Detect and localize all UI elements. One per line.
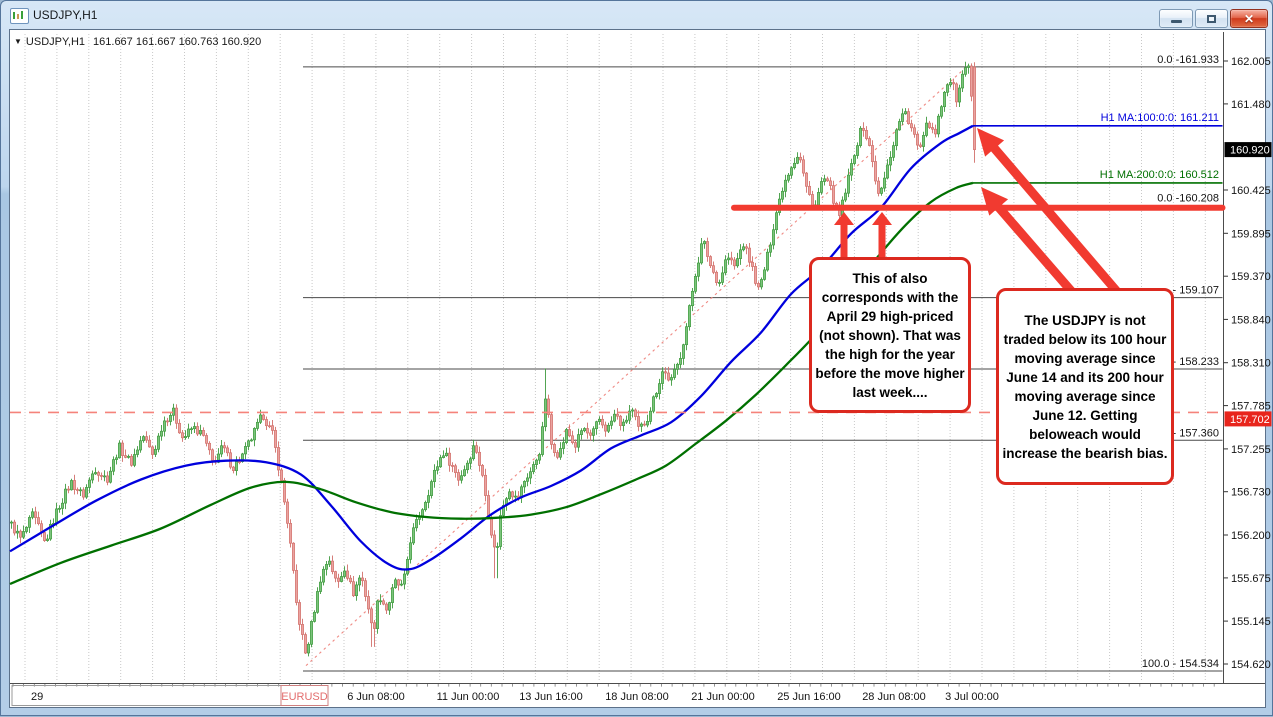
annotation-box-ma-comment[interactable]: The USDJPY is not traded below its 100 h…	[996, 288, 1174, 485]
close-button[interactable]: ✕	[1230, 9, 1268, 28]
annotation-text-1: This of also corresponds with the April …	[815, 270, 965, 400]
maximize-icon	[1207, 15, 1216, 23]
ohlc-header[interactable]: ▼ USDJPY,H1 161.667 161.667 160.763 160.92…	[14, 36, 261, 48]
maximize-button[interactable]	[1195, 9, 1228, 28]
chevron-down-icon[interactable]: ▼	[14, 37, 22, 46]
minimize-icon	[1170, 20, 1182, 23]
chart-icon	[10, 8, 29, 24]
title-bar[interactable]: USDJPY,H1 ✕	[1, 1, 1272, 29]
annotation-text-2: The USDJPY is not traded below its 100 h…	[1002, 312, 1168, 461]
ohlc-values: 161.667 161.667 160.763 160.920	[93, 36, 262, 48]
close-icon: ✕	[1243, 12, 1255, 26]
minimize-button[interactable]	[1159, 9, 1193, 28]
symbol-label: USDJPY,H1	[25, 36, 86, 48]
annotation-box-april-high[interactable]: This of also corresponds with the April …	[809, 257, 971, 413]
window-title: USDJPY,H1	[33, 8, 98, 22]
